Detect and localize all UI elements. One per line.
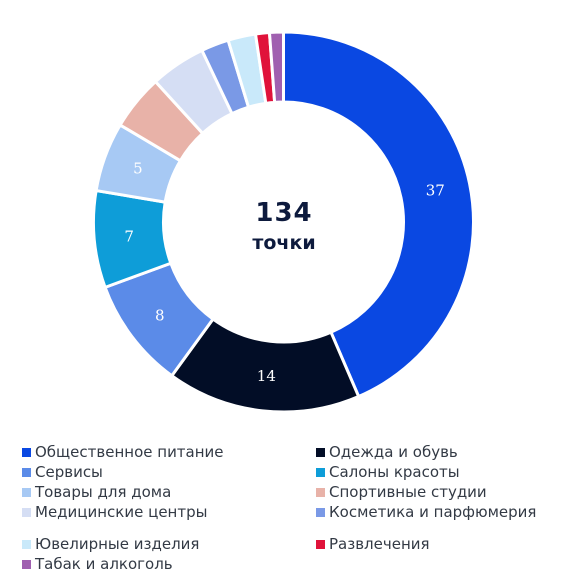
data-labels-group: 37 14 8 7 5 <box>124 160 444 385</box>
legend-item-1: Общественное питание <box>22 443 224 461</box>
legend: Общественное питание Одежда и обувь Сервис… <box>0 440 567 582</box>
legend-swatch <box>316 467 325 477</box>
legend-label: Общественное питание <box>35 443 224 461</box>
legend-item-3: Сервисы <box>22 463 103 481</box>
slice-1 <box>282 30 475 399</box>
legend-swatch <box>22 487 31 497</box>
center-unit: точки <box>252 232 316 254</box>
donut-chart: 37 14 8 7 5 <box>92 30 475 414</box>
data-label-5: 5 <box>133 160 143 178</box>
legend-label: Косметика и парфюмерия <box>329 503 537 521</box>
legend-item-10: Развлечения <box>316 535 430 553</box>
legend-label: Спортивные студии <box>329 483 487 501</box>
data-label-4: 7 <box>124 227 134 245</box>
legend-item-5: Товары для дома <box>22 483 171 501</box>
data-label-3: 8 <box>155 306 165 324</box>
slice-11 <box>267 30 285 104</box>
legend-label: Сервисы <box>35 463 103 481</box>
legend-swatch <box>316 507 325 517</box>
legend-label: Салоны красоты <box>329 463 460 481</box>
legend-item-7: Медицинские центры <box>22 503 207 521</box>
legend-label: Развлечения <box>329 535 430 553</box>
center-total: 134 <box>255 198 313 228</box>
legend-label: Ювелирные изделия <box>35 535 200 553</box>
legend-swatch <box>22 507 31 517</box>
legend-item-4: Салоны красоты <box>316 463 460 481</box>
legend-swatch <box>316 539 325 549</box>
legend-swatch <box>22 539 31 549</box>
data-label-1: 37 <box>426 182 445 200</box>
slices-group <box>92 30 475 414</box>
legend-swatch <box>316 447 325 457</box>
legend-item-2: Одежда и обувь <box>316 443 458 461</box>
legend-item-8: Косметика и парфюмерия <box>316 503 536 521</box>
legend-label: Табак и алкоголь <box>35 555 173 573</box>
legend-swatch <box>22 467 31 477</box>
legend-label: Одежда и обувь <box>329 443 458 461</box>
data-label-2: 14 <box>257 367 276 385</box>
legend-item-6: Спортивные студии <box>316 483 487 501</box>
legend-item-9: Ювелирные изделия <box>22 535 199 553</box>
legend-swatch <box>22 447 31 457</box>
legend-label: Товары для дома <box>35 483 172 501</box>
legend-label: Медицинские центры <box>35 503 208 521</box>
legend-swatch <box>316 487 325 497</box>
legend-swatch <box>22 559 31 569</box>
legend-item-11: Табак и алкоголь <box>22 555 173 573</box>
chart-area: 37 14 8 7 5 134 точки <box>92 30 475 414</box>
